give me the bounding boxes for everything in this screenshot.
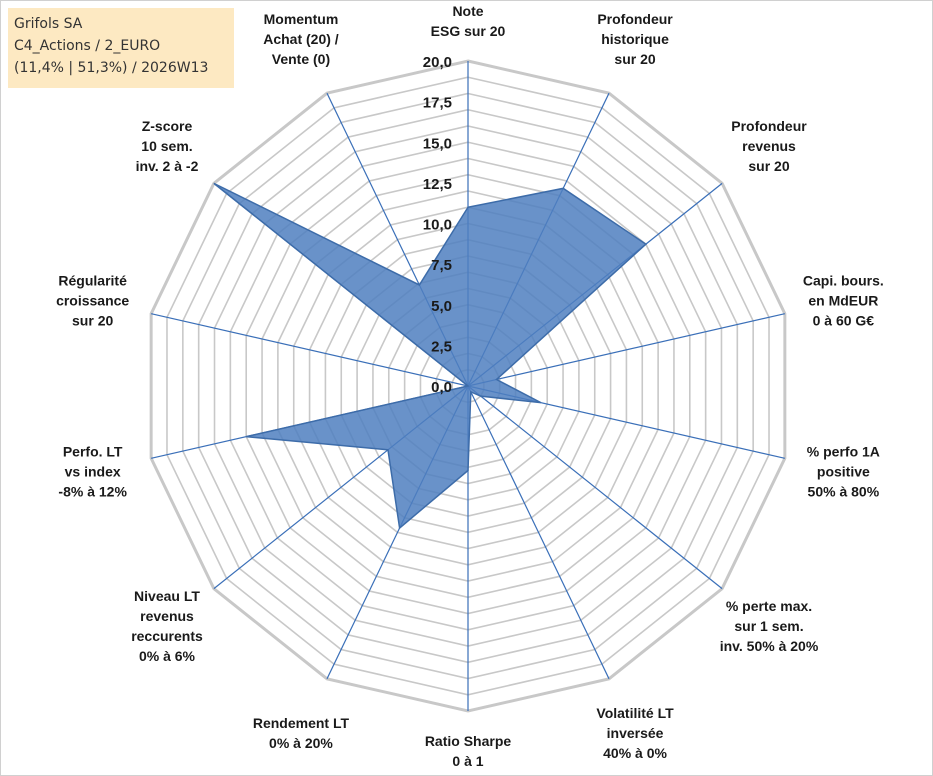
axis-label-text: Régularité croissance sur 20 (56, 272, 129, 328)
tick-label: 20,0 (423, 54, 452, 71)
info-box: Grifols SA C4_Actions / 2_EURO (11,4% | … (8, 8, 234, 88)
axis-label-text: Profondeur revenus sur 20 (731, 118, 807, 174)
axis-label-text: Niveau LT revenus reccurents 0% à 6% (131, 588, 203, 664)
axis-label-text: Momentum Achat (20) / Vente (0) (263, 11, 339, 67)
axis-label-text: Z-score 10 sem. inv. 2 à -2 (136, 118, 199, 174)
series-layer (213, 182, 648, 530)
axis-label: Perfo. LT vs index -8% à 12% (58, 444, 127, 500)
axis-label-line: 40% à 0% (603, 745, 667, 761)
axis-label: Ratio Sharpe 0 à 1 (425, 733, 512, 769)
axis-spoke (151, 313, 469, 387)
axis-label-line: croissance (56, 292, 129, 308)
axis-label-line: Volatilité LT (596, 705, 674, 721)
axis-label-line: Vente (0) (272, 51, 330, 67)
axis-label-text: Capi. bours. en MdEUR 0 à 60 G€ (803, 272, 884, 328)
axis-label-text: Profondeur historique sur 20 (597, 11, 673, 67)
axis-label-line: Régularité (58, 272, 127, 288)
axis-label: % perfo 1A positive 50% à 80% (807, 444, 880, 500)
axis-label-line: revenus (140, 608, 194, 624)
axis-label-line: Ratio Sharpe (425, 733, 512, 749)
label-layer: Note ESG sur 20 Profondeur historique sur 20… (56, 3, 884, 769)
axis-label: Momentum Achat (20) / Vente (0) (263, 11, 339, 67)
tick-label: 12,5 (423, 176, 452, 193)
axis-spoke (467, 385, 610, 680)
axis-label-text: Note ESG sur 20 (431, 3, 506, 39)
tick-label: 7,5 (431, 257, 452, 274)
axis-label-line: inversée (607, 725, 664, 741)
axis-label-line: reccurents (131, 628, 203, 644)
axis-label: Rendement LT 0% à 20% (253, 715, 350, 751)
axis-label-line: 10 sem. (141, 138, 192, 154)
axis-label-line: inv. 2 à -2 (136, 158, 199, 174)
axis-label: Profondeur historique sur 20 (597, 11, 673, 67)
axis-label: Capi. bours. en MdEUR 0 à 60 G€ (803, 272, 884, 328)
axis-label-line: % perte max. (726, 598, 812, 614)
axis-label-line: inv. 50% à 20% (720, 638, 819, 654)
axis-label-line: Niveau LT (134, 588, 200, 604)
axis-label-text: Perfo. LT vs index -8% à 12% (58, 444, 127, 500)
axis-label-line: sur 20 (614, 51, 655, 67)
axis-label-line: % perfo 1A (807, 444, 880, 460)
axis-label: Note ESG sur 20 (431, 3, 506, 39)
tick-label: 0,0 (431, 379, 452, 396)
axis-label-line: -8% à 12% (58, 484, 127, 500)
axis-label-line: Profondeur (731, 118, 807, 134)
axis-label-line: 0% à 6% (139, 648, 196, 664)
stats-line: (11,4% | 51,3%) / 2026W13 (14, 60, 209, 76)
tick-label: 2,5 (431, 338, 452, 355)
tick-label: 10,0 (423, 217, 452, 234)
tick-label: 5,0 (431, 298, 452, 315)
axis-label: % perte max. sur 1 sem. inv. 50% à 20% (720, 598, 819, 654)
axis-label-line: 0 à 60 G€ (813, 312, 875, 328)
axis-label-line: Note (452, 3, 483, 19)
axis-label-line: Momentum (264, 11, 339, 27)
axis-label-text: Rendement LT 0% à 20% (253, 715, 350, 751)
axis-label-line: sur 20 (748, 158, 789, 174)
axis-label: Régularité croissance sur 20 (56, 272, 129, 328)
axis-label: Profondeur revenus sur 20 (731, 118, 807, 174)
axis-label-line: sur 20 (72, 312, 113, 328)
axis-label-line: vs index (65, 464, 121, 480)
axis-label-text: Volatilité LT inversée 40% à 0% (596, 705, 674, 761)
axis-label-line: ESG sur 20 (431, 23, 506, 39)
axis-spoke (467, 313, 785, 387)
axis-label-line: 50% à 80% (808, 484, 880, 500)
tick-label: 15,0 (423, 135, 452, 152)
axis-label-line: Perfo. LT (63, 444, 123, 460)
axis-label-line: en MdEUR (808, 292, 878, 308)
category-line: C4_Actions / 2_EURO (14, 38, 161, 54)
axis-label-line: Rendement LT (253, 715, 350, 731)
axis-label: Volatilité LT inversée 40% à 0% (596, 705, 674, 761)
axis-spoke (467, 385, 723, 590)
series-area (213, 182, 648, 530)
axis-label-line: 0% à 20% (269, 735, 333, 751)
tick-label: 17,5 (423, 95, 452, 112)
axis-label: Niveau LT revenus reccurents 0% à 6% (131, 588, 203, 664)
axis-label-line: sur 1 sem. (734, 618, 803, 634)
axis-label-line: Z-score (142, 118, 193, 134)
axis-label-line: positive (817, 464, 870, 480)
axis-label-line: Capi. bours. (803, 272, 884, 288)
axis-label: Z-score 10 sem. inv. 2 à -2 (136, 118, 199, 174)
tick-layer: 0,0 2,5 5,0 7,5 10,0 12,5 15,0 17,5 20,0 (423, 54, 452, 396)
axis-label-line: 0 à 1 (452, 753, 483, 769)
company-name: Grifols SA (14, 16, 83, 32)
axis-label-line: historique (601, 31, 669, 47)
axis-label-text: Ratio Sharpe 0 à 1 (425, 733, 512, 769)
axis-label-line: Profondeur (597, 11, 673, 27)
axis-label-line: revenus (742, 138, 796, 154)
axis-label-text: % perfo 1A positive 50% à 80% (807, 444, 880, 500)
axis-label-line: Achat (20) / (263, 31, 339, 47)
axis-label-text: % perte max. sur 1 sem. inv. 50% à 20% (720, 598, 819, 654)
